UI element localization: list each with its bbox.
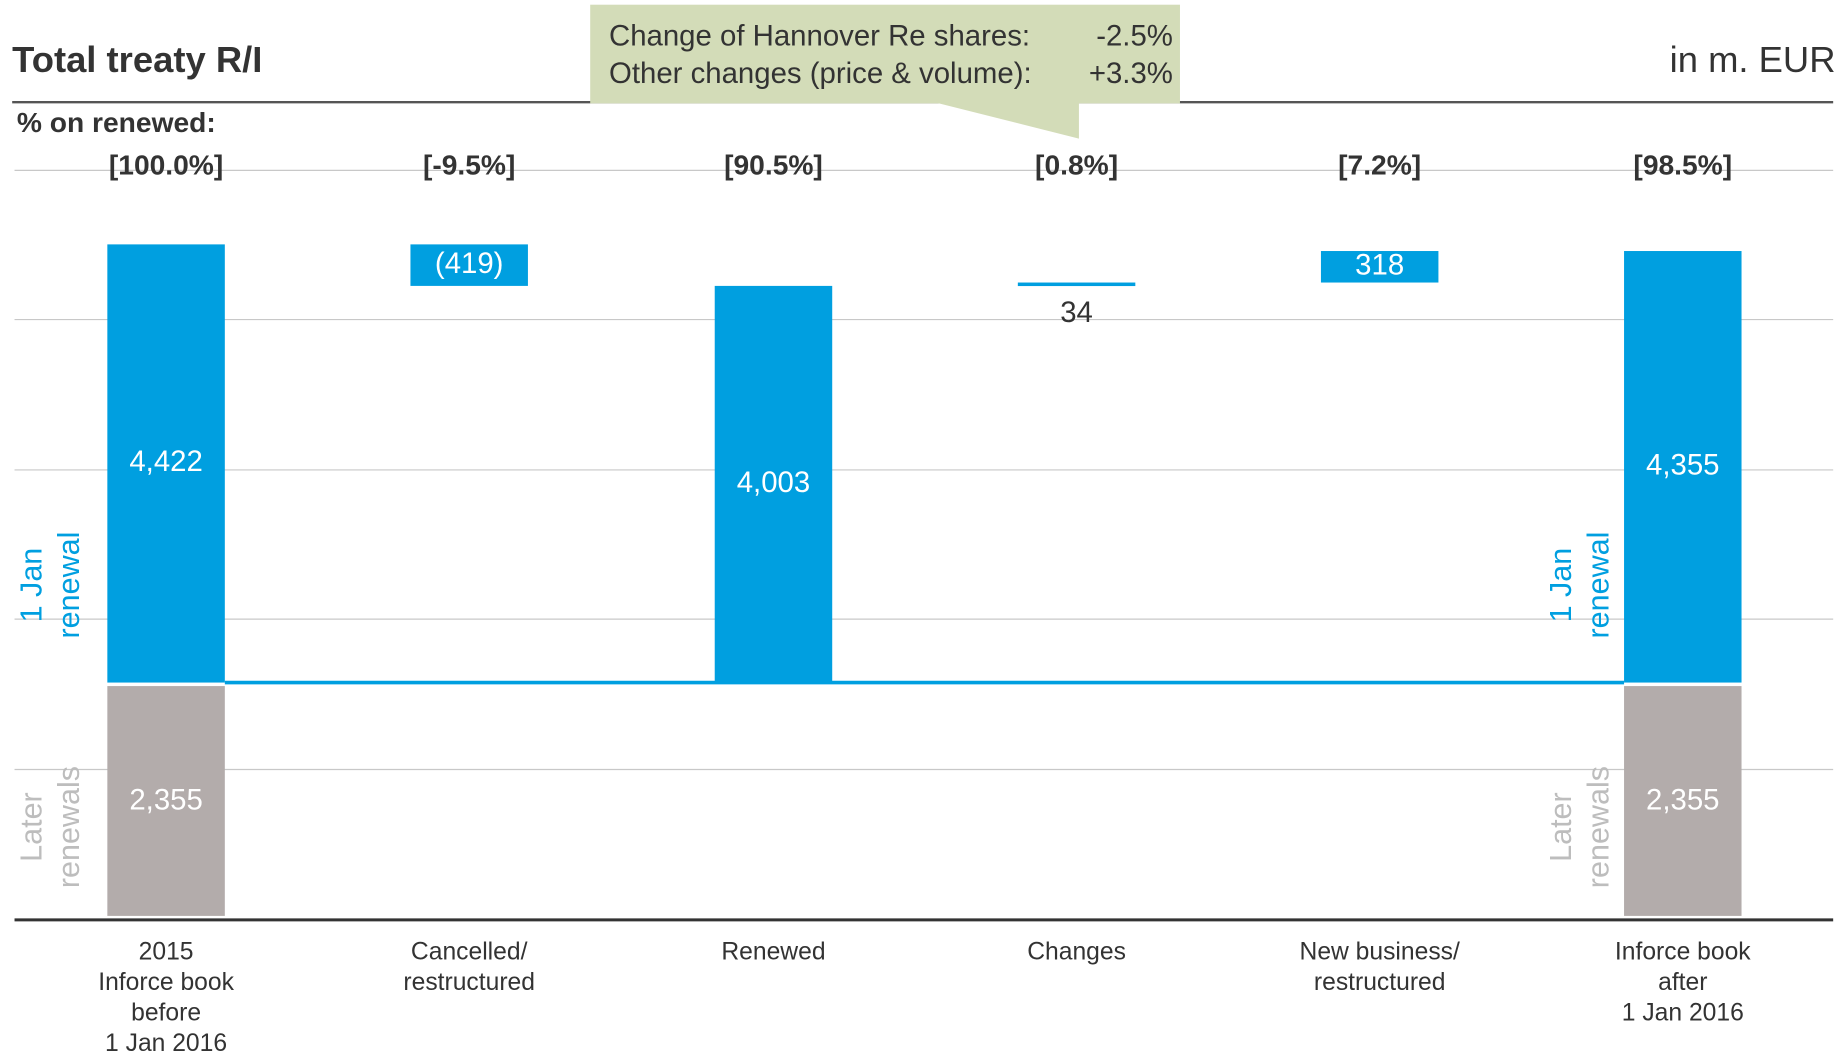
- x-tick-label: 1 Jan 2016: [1622, 999, 1744, 1026]
- callout-label: Change of Hannover Re shares:: [609, 19, 1030, 52]
- x-tick-label: New business/: [1300, 938, 1460, 965]
- x-tick-label: Inforce book: [1615, 938, 1751, 965]
- value-label: 2,355: [1646, 783, 1719, 816]
- series-label: renewal: [1582, 532, 1616, 639]
- callout: [590, 4, 1180, 139]
- x-tick-label: before: [131, 999, 201, 1026]
- bar: [1017, 282, 1136, 287]
- callout-label: Other changes (price & volume):: [609, 57, 1032, 90]
- x-tick-label: 2015: [139, 938, 194, 965]
- value-label: 34: [1060, 296, 1093, 329]
- bar: [107, 686, 225, 916]
- value-label: 2,355: [129, 783, 202, 816]
- percent-label: [100.0%]: [109, 148, 223, 180]
- x-tick-label: Renewed: [721, 938, 825, 965]
- gridlines: [14, 169, 1834, 771]
- x-tick-label: Changes: [1027, 938, 1126, 965]
- x-tick-label: Inforce book: [98, 969, 234, 996]
- value-label: (419): [435, 247, 504, 280]
- value-label: 4,355: [1646, 449, 1719, 482]
- percent-label: [-9.5%]: [423, 148, 515, 180]
- percent-label: [90.5%]: [724, 148, 823, 180]
- series-label: renewals: [1582, 766, 1616, 888]
- chart-title: Total treaty R/I: [12, 39, 262, 80]
- bar: [1624, 686, 1742, 916]
- percent-label: [98.5%]: [1633, 148, 1732, 180]
- percent-label: [7.2%]: [1338, 148, 1421, 180]
- series-label: renewal: [52, 532, 86, 639]
- value-label: 318: [1355, 249, 1404, 282]
- series-label: renewals: [52, 766, 86, 888]
- callout-value: +3.3%: [1089, 57, 1173, 90]
- percent-label: [0.8%]: [1035, 148, 1118, 180]
- value-label: 4,422: [129, 445, 202, 478]
- value-label: 4,003: [737, 466, 810, 499]
- bar: [107, 244, 225, 683]
- plot: 4,422 2,355 (419) 4,003 34 318 4,355 2,355: [107, 244, 1742, 916]
- x-tick-label: 1 Jan 2016: [105, 1030, 227, 1055]
- series-label: Later: [14, 792, 48, 862]
- series-label: 1 Jan: [1544, 548, 1578, 623]
- bar: [714, 285, 833, 683]
- x-tick-label: after: [1658, 969, 1707, 996]
- unit-label: in m. EUR: [1670, 39, 1836, 80]
- series-label: 1 Jan: [14, 548, 48, 623]
- x-tick-label: restructured: [403, 969, 535, 996]
- callout-value: -2.5%: [1096, 19, 1173, 52]
- bar: [1320, 251, 1439, 283]
- x-tick-label: Cancelled/: [411, 938, 528, 965]
- bar: [410, 244, 528, 286]
- series-label: Later: [1544, 792, 1578, 862]
- percent-heading: % on renewed:: [17, 106, 216, 138]
- x-tick-label: restructured: [1314, 969, 1446, 996]
- bar: [1624, 251, 1742, 683]
